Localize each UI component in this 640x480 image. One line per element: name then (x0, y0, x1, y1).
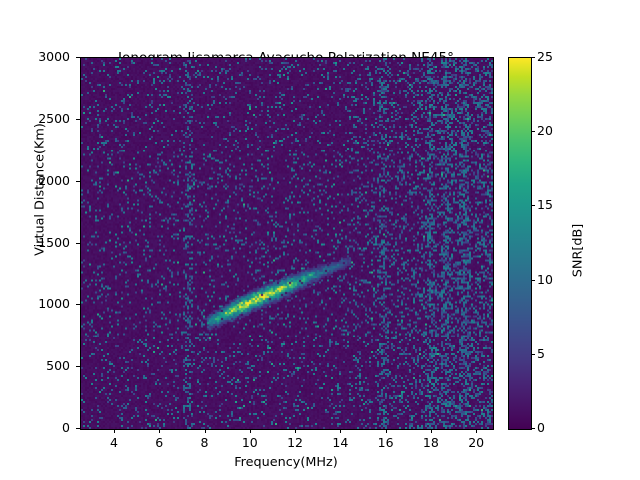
x-ticklabel-10: 10 (241, 435, 258, 450)
x-axis-label: Frequency(MHz) (234, 455, 338, 470)
y-ticklabel-1500: 1500 (38, 234, 70, 250)
colorbar-ticklabel-20: 20 (537, 123, 553, 139)
y-tick-1500 (76, 242, 80, 244)
y-tick-2000 (76, 180, 80, 182)
colorbar-ticklabel-5: 5 (537, 345, 545, 361)
colorbar-ticklabel-25: 25 (537, 49, 553, 64)
x-tick-20 (476, 429, 478, 433)
colorbar-tick-20 (531, 131, 535, 133)
y-ticklabel-2000: 2000 (38, 172, 70, 188)
colorbar-ticklabel-10: 10 (537, 271, 553, 287)
x-tick-16 (385, 429, 387, 433)
y-tick-500 (76, 366, 80, 368)
x-tick-4 (113, 429, 115, 433)
y-tick-1000 (76, 304, 80, 306)
y-ticklabel-0: 0 (62, 420, 70, 435)
colorbar-tick-15 (531, 205, 535, 207)
x-ticklabel-4: 4 (109, 435, 118, 450)
y-tick-3000 (76, 57, 80, 58)
y-tick-2500 (76, 118, 80, 120)
y-ticklabel-1000: 1000 (38, 296, 70, 312)
x-tick-14 (340, 429, 342, 433)
colorbar-label: SNR[dB] (570, 223, 586, 278)
y-ticklabel-500: 500 (46, 358, 70, 374)
colorbar-ticklabel-15: 15 (537, 197, 553, 213)
x-tick-8 (204, 429, 206, 433)
colorbar-tick-0 (531, 428, 535, 429)
x-ticklabel-18: 18 (422, 435, 439, 450)
x-tick-6 (159, 429, 161, 433)
x-ticklabel-16: 16 (377, 435, 394, 450)
y-axis-label: Virtual Distance(Km) (32, 123, 48, 256)
ionogram-plot-area (80, 57, 494, 430)
x-ticklabel-14: 14 (332, 435, 349, 450)
x-tick-12 (295, 429, 297, 433)
ionogram-echo-trace (81, 58, 493, 429)
colorbar-tick-5 (531, 353, 535, 355)
x-ticklabel-20: 20 (468, 435, 485, 450)
x-ticklabel-12: 12 (287, 435, 303, 450)
snr-colorbar (508, 57, 532, 430)
x-ticklabel-6: 6 (155, 435, 164, 450)
x-ticklabel-8: 8 (200, 435, 209, 450)
colorbar-ticklabel-0: 0 (537, 420, 545, 435)
y-tick-0 (76, 428, 80, 429)
y-ticklabel-3000: 3000 (38, 49, 70, 64)
colorbar-tick-25 (531, 57, 535, 58)
x-tick-10 (249, 429, 251, 433)
y-ticklabel-2500: 2500 (38, 110, 70, 126)
x-tick-18 (430, 429, 432, 433)
colorbar-tick-10 (531, 279, 535, 281)
